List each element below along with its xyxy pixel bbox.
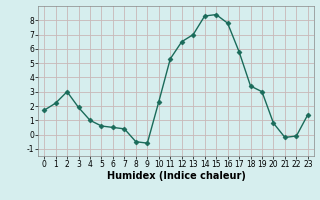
X-axis label: Humidex (Indice chaleur): Humidex (Indice chaleur) (107, 171, 245, 181)
